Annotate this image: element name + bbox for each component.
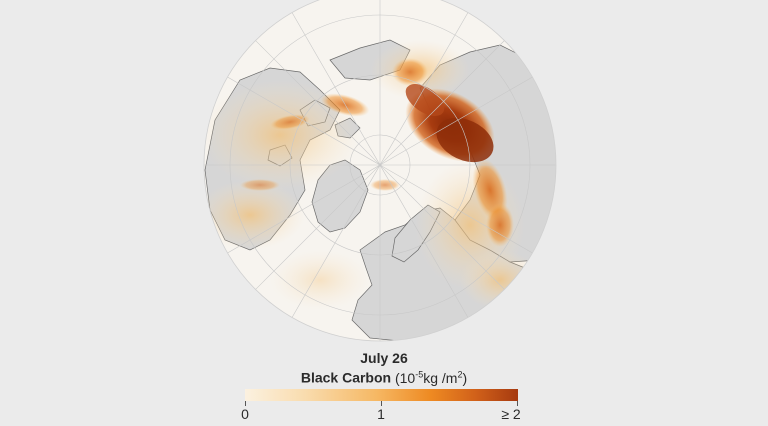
legend-max-label: ≥ 2 bbox=[501, 406, 521, 422]
unit-label: (10-5kg /m2) bbox=[394, 369, 468, 386]
colorbar bbox=[245, 389, 518, 401]
legend-min-label: 0 bbox=[241, 406, 249, 422]
globe-outline bbox=[203, 0, 557, 342]
black-carbon-plumes bbox=[240, 58, 514, 247]
variable-name: Black Carbon bbox=[300, 369, 392, 386]
siberia-hotspot bbox=[405, 84, 495, 163]
legend-mid-label: 1 bbox=[377, 406, 385, 422]
tick-max bbox=[517, 401, 518, 406]
graticule bbox=[204, 0, 556, 341]
smoke-haze bbox=[204, 40, 540, 310]
date-label: July 26 bbox=[360, 350, 408, 366]
variable-label: Black Carbon (10-5kg /m2) bbox=[0, 369, 768, 386]
tick-min bbox=[245, 401, 246, 406]
tick-mid bbox=[381, 401, 382, 406]
